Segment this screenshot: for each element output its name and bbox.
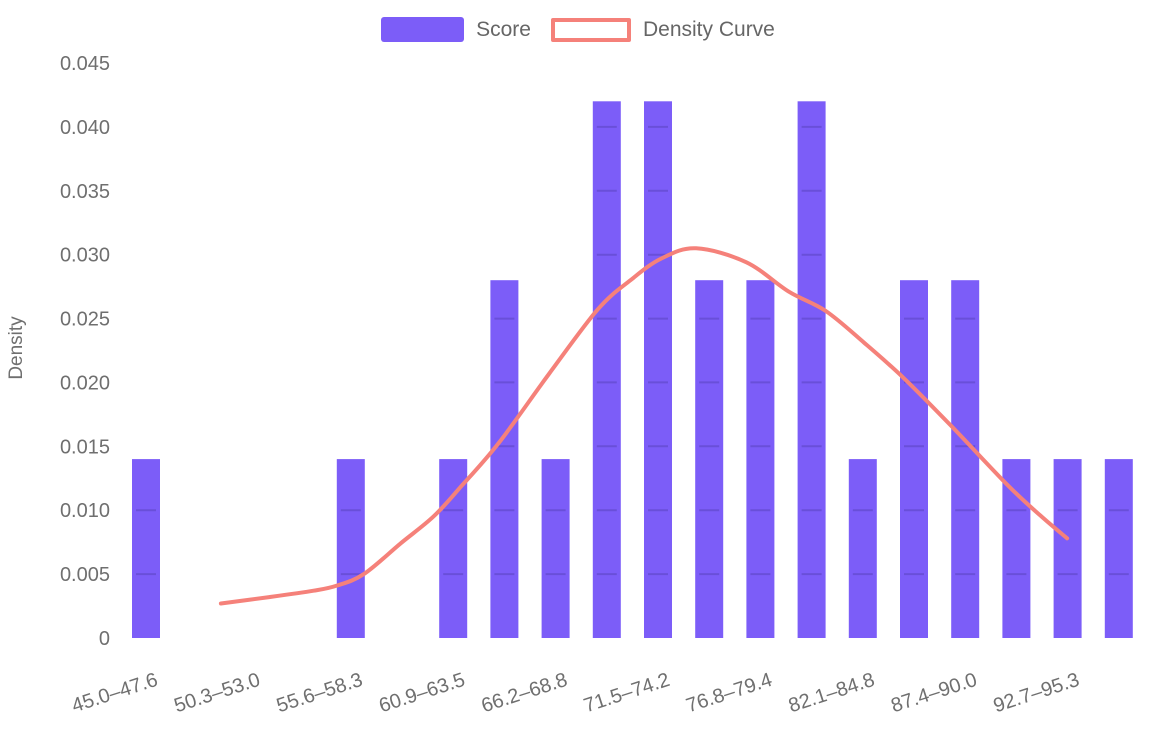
x-tick-label: 71.5–74.2 — [581, 669, 672, 717]
score-bar-swatch — [381, 17, 465, 42]
density-curve-swatch — [550, 17, 631, 42]
histogram-bar — [695, 280, 724, 638]
y-tick-label: 0 — [99, 628, 110, 650]
y-tick-label: 0.040 — [60, 117, 110, 139]
histogram-bar — [490, 280, 519, 638]
histogram-bar — [541, 459, 570, 638]
histogram-bar — [951, 280, 980, 638]
y-tick-label: 0.015 — [60, 436, 110, 458]
legend-label-density-curve: Density Curve — [642, 17, 775, 41]
x-tick-label: 60.9–63.5 — [376, 669, 467, 717]
histogram-bar — [1104, 459, 1133, 638]
histogram-bar — [746, 280, 775, 638]
y-tick-label: 0.020 — [60, 372, 110, 394]
y-tick-label: 0.045 — [60, 53, 110, 75]
histogram-bar — [797, 101, 826, 639]
histogram-bar — [592, 101, 621, 639]
x-tick-label: 82.1–84.8 — [786, 669, 877, 717]
y-tick-label: 0.010 — [60, 500, 110, 522]
y-tick-label: 0.005 — [60, 564, 110, 586]
x-tick-label: 66.2–68.8 — [479, 669, 570, 717]
x-tick-label: 55.6–58.3 — [274, 669, 365, 717]
histogram-bar — [1002, 459, 1031, 638]
y-tick-label: 0.035 — [60, 181, 110, 203]
density-curve — [218, 246, 1070, 606]
histogram-bar — [132, 459, 160, 638]
legend-label-score: Score — [476, 17, 531, 41]
y-tick-label: 0.030 — [60, 245, 110, 267]
histogram-bar — [439, 459, 468, 638]
legend: Score Density Curve — [0, 17, 1156, 42]
histogram-bar — [336, 459, 365, 638]
x-tick-label: 45.0–47.6 — [69, 669, 160, 717]
x-tick-label: 87.4–90.0 — [888, 669, 979, 717]
x-tick-label: 92.7–95.3 — [991, 669, 1082, 717]
histogram-bar — [900, 280, 928, 638]
histogram-bar — [848, 459, 877, 638]
histogram-bar — [1053, 459, 1082, 638]
legend-item-score[interactable]: Score — [381, 17, 531, 42]
x-tick-label: 50.3–53.0 — [172, 669, 263, 717]
y-tick-label: 0.025 — [60, 309, 110, 331]
x-tick-label: 76.8–79.4 — [684, 669, 775, 717]
legend-item-density-curve[interactable]: Density Curve — [550, 17, 775, 42]
histogram-bar — [644, 101, 672, 639]
